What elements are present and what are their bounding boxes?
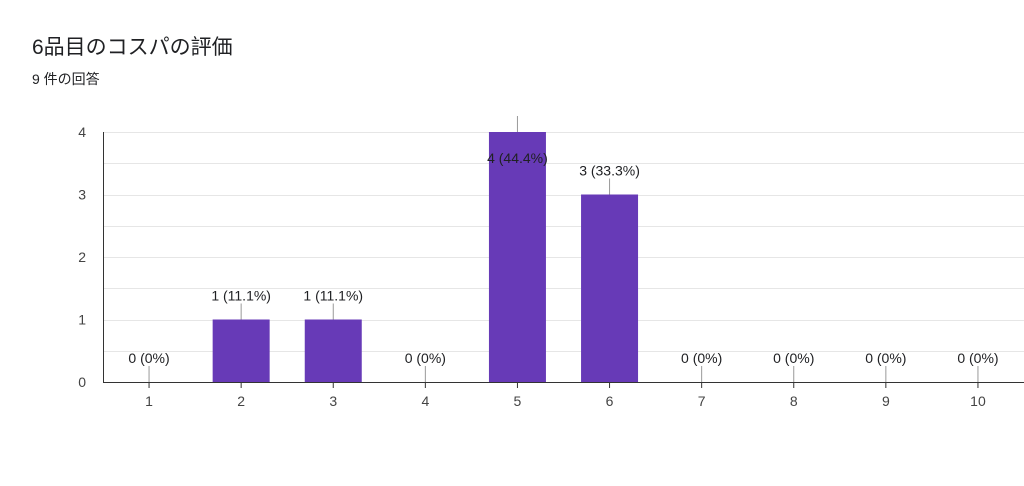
x-tick-label: 8 [790,393,798,409]
y-tick-label: 3 [78,187,86,203]
y-tick-label: 2 [78,249,86,265]
x-tick-label: 1 [145,393,153,409]
x-tick-label: 3 [329,393,337,409]
data-label-7: 0 (0%) [681,350,722,366]
data-label-8: 0 (0%) [773,350,814,366]
data-label-4: 0 (0%) [405,350,446,366]
chart-title: 6品目のコスパの評価 [32,36,233,59]
response-count: 9 件の回答 [32,71,100,87]
bars [212,132,639,383]
x-tick-label: 5 [514,393,522,409]
y-tick-label: 1 [78,312,86,328]
data-label-2: 1 (11.1%) [211,288,271,304]
data-label-5: 4 (44.4%) [487,150,548,166]
data-label-1: 0 (0%) [128,350,169,366]
data-label-6: 3 (33.3%) [579,163,640,179]
data-labels: 0 (0%) 1 (11.1%) 1 (11.1%) 0 (0%) 4 (44.4%) 3… [128,116,999,382]
data-label-9: 0 (0%) [865,350,906,366]
bar-5[interactable] [488,132,546,382]
x-tick-label: 2 [237,393,245,409]
x-tick-label: 10 [970,393,986,409]
bar-6[interactable] [581,194,639,383]
axes: 0 1 2 3 4 1 2 3 4 5 6 7 8 9 10 [78,124,1024,409]
y-tick-label: 0 [78,374,86,390]
data-label-10: 0 (0%) [957,350,998,366]
data-label-3: 1 (11.1%) [303,288,363,304]
bar-2[interactable] [212,319,270,383]
x-tick-label: 7 [698,393,706,409]
bar-3[interactable] [304,319,362,383]
x-tick-label: 4 [421,393,429,409]
x-tick-label: 9 [882,393,890,409]
y-tick-label: 4 [78,124,86,140]
x-tick-label: 6 [606,393,614,409]
